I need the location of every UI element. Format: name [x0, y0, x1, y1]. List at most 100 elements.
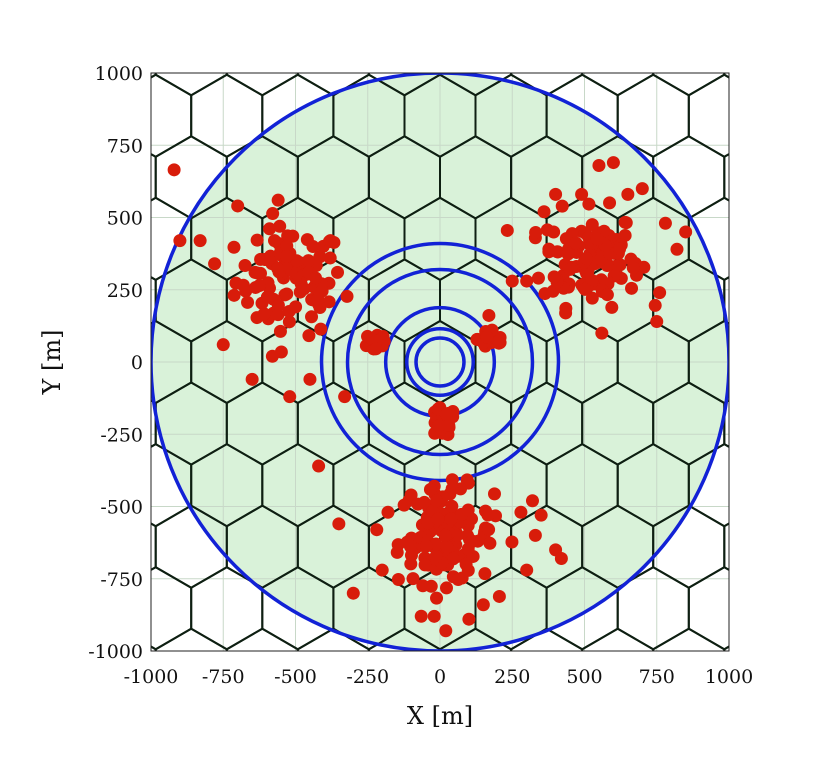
user-point: [555, 199, 569, 213]
user-point: [281, 229, 295, 243]
y-tick-label: -1000: [88, 641, 143, 663]
user-point: [271, 193, 285, 207]
user-point: [547, 270, 561, 284]
user-point: [575, 187, 589, 201]
user-point: [314, 322, 328, 336]
user-point: [618, 215, 632, 229]
coverage-ring: [319, 241, 561, 483]
user-point: [481, 508, 495, 522]
user-point: [563, 262, 577, 276]
user-point: [525, 494, 539, 508]
y-axis-label: Y [m]: [38, 330, 66, 396]
user-point: [579, 251, 593, 265]
user-point: [440, 407, 454, 421]
user-point: [578, 282, 592, 296]
user-point: [167, 163, 181, 177]
user-point: [418, 558, 432, 572]
user-point: [445, 473, 459, 487]
user-point: [236, 278, 250, 292]
coverage-ring: [405, 327, 475, 397]
user-point: [282, 315, 296, 329]
hex-cell: [439, 73, 513, 97]
user-point: [650, 315, 664, 329]
hex-cell: [723, 399, 729, 448]
user-point: [263, 222, 277, 236]
user-point: [554, 552, 568, 566]
y-tick-label: -250: [100, 424, 143, 446]
user-point: [289, 300, 303, 314]
user-point: [381, 505, 395, 519]
user-point: [266, 207, 280, 221]
user-point: [309, 271, 323, 285]
user-point: [430, 494, 444, 508]
user-point: [331, 265, 345, 279]
plot-frame: [150, 72, 730, 652]
x-tick-label: 1000: [705, 666, 753, 688]
user-point: [280, 249, 294, 263]
user-point: [505, 535, 519, 549]
user-point: [461, 563, 475, 577]
user-point: [551, 245, 565, 259]
tick-labels: -1000 -750 -500 -250 0 250 500 750 1000 -1000 -750…: [88, 63, 753, 688]
y-tick-label: 500: [107, 208, 143, 230]
user-point: [537, 205, 551, 219]
user-point: [323, 251, 337, 265]
user-point: [451, 572, 465, 586]
user-point: [227, 240, 241, 254]
user-point: [438, 529, 452, 543]
hex-cell: [225, 73, 299, 97]
x-tick-label: 0: [434, 666, 446, 688]
user-point: [250, 233, 264, 247]
user-point: [540, 223, 554, 237]
user-point: [439, 624, 453, 638]
user-point: [268, 234, 282, 248]
user-point: [312, 459, 326, 473]
user-point: [606, 156, 620, 170]
user-point: [411, 497, 425, 511]
user-point: [427, 609, 441, 623]
user-point: [613, 242, 627, 256]
user-point: [461, 503, 475, 517]
coverage-ring: [345, 267, 535, 457]
user-point: [462, 612, 476, 626]
user-point: [173, 234, 187, 248]
user-point: [290, 254, 304, 268]
user-point: [273, 324, 287, 338]
x-tick-label: -250: [346, 666, 389, 688]
user-point: [492, 336, 506, 350]
user-point: [483, 536, 497, 550]
user-point: [271, 308, 285, 322]
user-point: [305, 310, 319, 324]
user-point: [679, 225, 693, 239]
hex-cell: [581, 73, 655, 97]
user-point: [603, 196, 617, 210]
user-point: [252, 279, 266, 293]
y-tick-label: -500: [100, 497, 143, 519]
user-point: [423, 482, 437, 496]
user-point: [520, 274, 534, 288]
user-point: [227, 288, 241, 302]
user-point: [621, 187, 635, 201]
user-point: [208, 257, 222, 271]
plot-area: [151, 73, 729, 651]
user-point: [283, 390, 297, 404]
hex-cell: [154, 73, 228, 97]
user-point: [585, 218, 599, 232]
hex-cell: [652, 73, 726, 97]
user-point: [549, 187, 563, 201]
user-point: [416, 579, 430, 593]
user-point: [271, 298, 285, 312]
y-tick-label: -750: [100, 569, 143, 591]
x-tick-label: -500: [274, 666, 317, 688]
user-point: [600, 288, 614, 302]
user-point: [274, 345, 288, 359]
user-point: [323, 234, 337, 248]
y-tick-label: 0: [131, 352, 143, 374]
user-point: [430, 591, 444, 605]
user-point: [338, 390, 352, 404]
user-point: [216, 338, 230, 352]
user-point: [559, 306, 573, 320]
user-point: [400, 535, 414, 549]
user-point: [369, 342, 383, 356]
